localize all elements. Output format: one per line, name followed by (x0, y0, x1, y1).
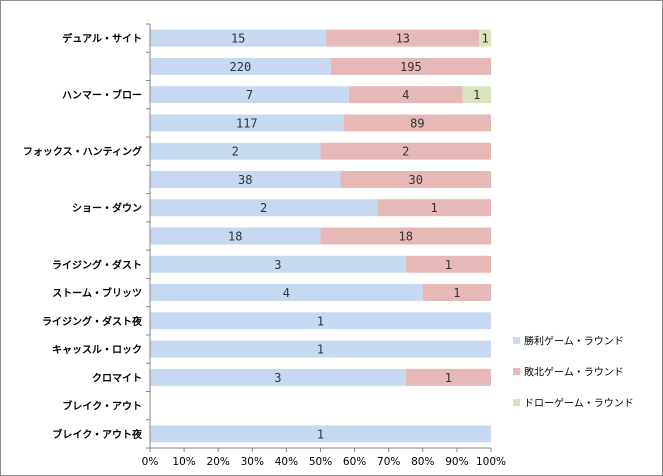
axis-layer: デュアル・サイトハンマー・ブローフォックス・ハンティングショー・ダウンライジング… (23, 23, 506, 468)
bar-segment-1-row-6 (150, 170, 341, 188)
bar-segment-2-row-2 (330, 57, 491, 75)
data-label-2-row-5: 2 (402, 145, 409, 159)
data-label-1-row-1: 15 (231, 32, 245, 46)
x-tick-label-7: 60% (343, 456, 366, 468)
category-label-15: ブレイク・アウト夜 (52, 428, 143, 441)
bar-segment-1-row-2 (150, 57, 331, 75)
bar-segment-1-row-5 (150, 142, 321, 160)
data-label-2-row-13: 1 (445, 371, 452, 385)
x-tick-label-2: 10% (172, 456, 195, 468)
x-tick-label-5: 40% (275, 456, 298, 468)
data-label-2-row-4: 89 (410, 116, 424, 130)
data-label-1-row-7: 2 (260, 201, 267, 215)
data-label-1-row-8: 18 (228, 230, 242, 244)
data-label-2-row-3: 4 (402, 88, 409, 102)
data-label-1-row-6: 38 (238, 173, 252, 187)
bar-segment-2-row-5 (320, 142, 491, 160)
bar-segment-2-row-1 (326, 29, 480, 47)
legend-label-2: 敗北ゲーム・ラウンド (524, 366, 624, 379)
bar-segment-2-row-7 (377, 199, 491, 217)
legend-swatch-1 (513, 337, 520, 344)
data-label-1-row-13: 3 (274, 371, 281, 385)
category-label-5: フォックス・ハンティング (23, 145, 142, 158)
bar-segment-2-row-13 (405, 368, 491, 386)
category-label-13: クロマイト (92, 372, 142, 384)
bar-segment-1-row-9 (150, 255, 406, 273)
bar-segment-2-row-6 (340, 170, 491, 188)
x-tick-label-10: 90% (445, 456, 468, 468)
legend-swatch-2 (513, 368, 520, 375)
category-label-11: ライジング・ダスト夜 (42, 315, 143, 328)
data-label-1-row-5: 2 (232, 145, 239, 159)
bar-segment-1-row-4 (150, 114, 344, 132)
data-label-2-row-1: 13 (396, 32, 410, 46)
legend-swatch-3 (513, 399, 520, 406)
data-label-2-row-2: 195 (400, 60, 422, 74)
bar-segment-1-row-13 (150, 368, 406, 386)
data-label-1-row-9: 3 (274, 258, 281, 272)
x-tick-label-3: 20% (207, 456, 230, 468)
data-label-1-row-10: 4 (283, 286, 290, 300)
legend-label-3: ドローゲーム・ラウンド (524, 398, 634, 410)
x-tick-label-4: 30% (241, 456, 264, 468)
bar-segment-1-row-1 (150, 29, 327, 47)
bar-segment-3-row-3 (462, 86, 491, 104)
bar-segment-1-row-12 (150, 340, 491, 358)
bar-segment-2-row-9 (405, 255, 491, 273)
bar-segment-1-row-7 (150, 199, 378, 217)
category-label-1: デュアル・サイト (62, 32, 142, 45)
data-label-1-row-11: 1 (317, 314, 324, 328)
data-label-2-row-8: 18 (399, 230, 413, 244)
x-tick-label-1: 0% (142, 456, 159, 468)
bar-segment-2-row-8 (320, 227, 491, 245)
data-label-3-row-1: 1 (482, 32, 489, 46)
bar-segment-1-row-15 (150, 425, 491, 443)
data-label-2-row-7: 1 (431, 201, 438, 215)
data-label-1-row-2: 220 (230, 60, 252, 74)
data-label-2-row-9: 1 (445, 258, 452, 272)
bars-layer (150, 29, 491, 443)
bar-segment-1-row-11 (150, 312, 491, 330)
x-tick-label-11: 100% (476, 456, 506, 468)
data-label-3-row-3: 1 (473, 88, 480, 102)
category-label-9: ライジング・ダスト (52, 258, 142, 271)
data-label-1-row-4: 117 (236, 116, 258, 130)
data-label-1-row-12: 1 (317, 343, 324, 357)
data-label-1-row-3: 7 (246, 88, 253, 102)
category-label-3: ハンマー・ブロー (62, 89, 142, 102)
bar-segment-3-row-1 (479, 29, 491, 47)
bar-segment-2-row-10 (422, 284, 491, 302)
bar-segment-2-row-4 (343, 114, 491, 132)
x-tick-label-6: 50% (309, 456, 332, 468)
data-label-1-row-15: 1 (317, 427, 324, 441)
legend-label-1: 勝利ゲーム・ラウンド (524, 335, 624, 348)
bar-segment-1-row-8 (150, 227, 321, 245)
category-label-7: ショー・ダウン (72, 202, 142, 215)
bar-segment-2-row-3 (348, 86, 463, 104)
bar-segment-1-row-3 (150, 86, 349, 104)
category-label-10: ストーム・ブリッツ (52, 287, 142, 300)
x-tick-label-9: 80% (411, 456, 434, 468)
bar-segment-1-row-10 (150, 284, 423, 302)
category-label-14: ブレイク・アウト (62, 400, 142, 413)
data-label-2-row-6: 30 (409, 173, 423, 187)
x-tick-label-8: 70% (377, 456, 400, 468)
data-label-2-row-10: 1 (453, 286, 460, 300)
category-label-12: キャッスル・ロック (52, 344, 142, 356)
